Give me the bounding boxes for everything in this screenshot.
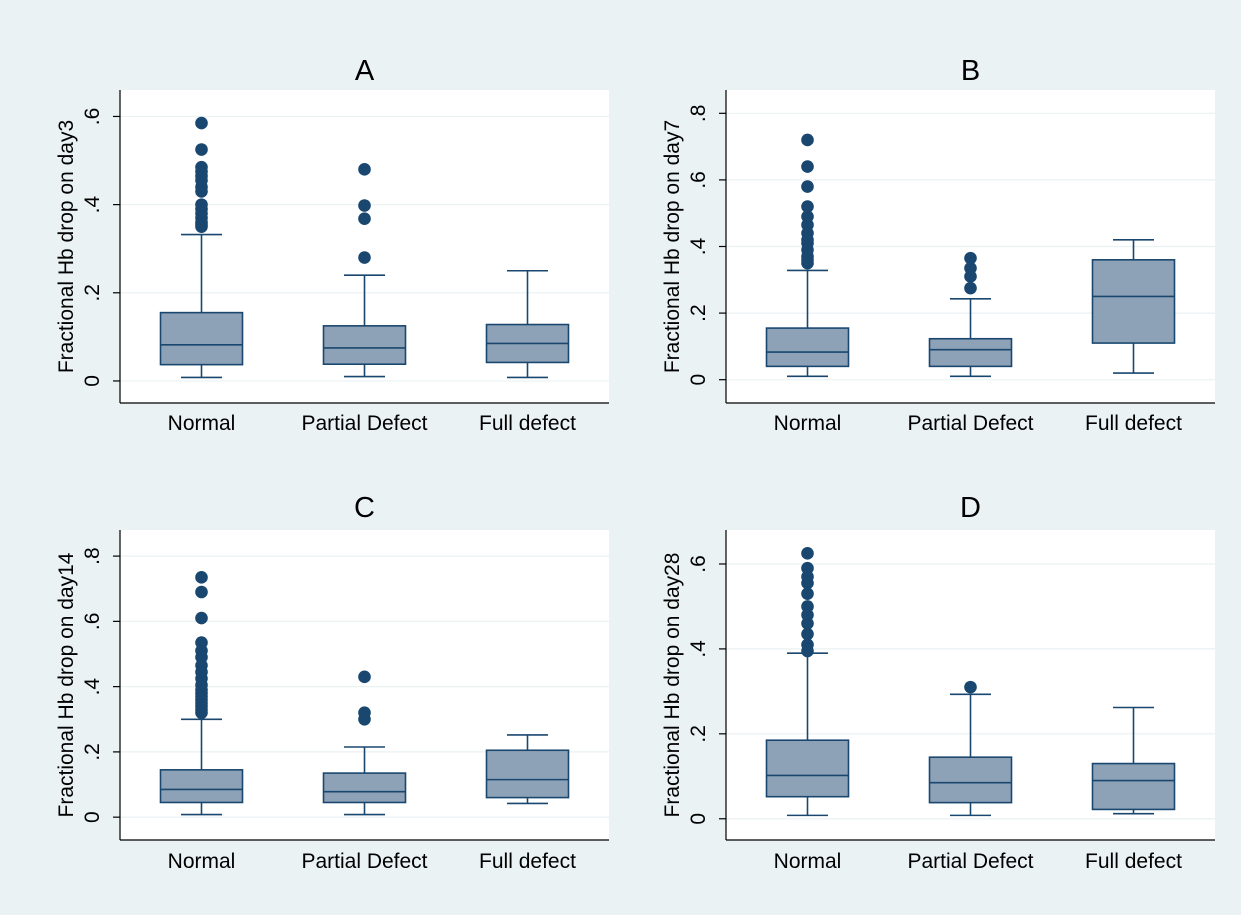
y-tick-label: .2 <box>687 725 710 743</box>
y-tick-label: .6 <box>81 108 104 126</box>
box-group-0 <box>765 547 850 817</box>
outlier-point <box>358 199 371 212</box>
box-group-0 <box>159 571 244 816</box>
box-iqr <box>1091 259 1176 344</box>
outlier-point <box>358 706 371 720</box>
box-iqr <box>1091 762 1176 811</box>
y-tick-label: .6 <box>687 555 710 573</box>
panel-title: A <box>355 55 375 87</box>
panel-title: C <box>354 492 375 524</box>
y-tick-label: .6 <box>81 613 104 631</box>
outlier-point <box>801 210 814 223</box>
box-group-1 <box>928 251 1013 378</box>
outlier-point <box>801 133 814 147</box>
category-label: Partial Defect <box>907 412 1033 435</box>
category-label: Normal <box>774 412 842 435</box>
y-tick-label: .2 <box>81 743 104 761</box>
outlier-point <box>801 600 814 613</box>
y-tick-label: 0 <box>687 813 710 825</box>
outlier-point <box>195 611 208 625</box>
box-group-1 <box>322 163 407 378</box>
panel-title: D <box>960 492 981 524</box>
outlier-point <box>964 251 977 265</box>
outlier-point <box>801 561 814 575</box>
box-group-2 <box>485 734 570 805</box>
y-axis-title: Fractional Hb drop on day3 <box>55 120 78 373</box>
y-tick-label: .8 <box>687 105 710 123</box>
category-label: Normal <box>774 850 842 873</box>
category-label: Full defect <box>1085 412 1182 435</box>
box-group-1 <box>322 670 407 816</box>
y-tick-label: .4 <box>81 196 104 214</box>
outlier-point <box>358 251 371 264</box>
outlier-point <box>358 163 371 176</box>
category-label: Normal <box>168 850 236 873</box>
outlier-point <box>801 638 814 651</box>
outlier-point <box>964 680 977 694</box>
y-axis-title: Fractional Hb drop on day14 <box>55 552 78 817</box>
box-iqr <box>159 311 244 366</box>
panel-a: 0 .2 .4 .6 A Fractional Hb drop on day3 Normal… <box>55 55 609 435</box>
y-tick-label: .2 <box>687 304 710 322</box>
chart-panels: 0 .2 .4 .6 A Fractional Hb drop on day3 Normal… <box>55 55 1215 873</box>
outlier-point <box>195 116 208 130</box>
box-group-0 <box>159 116 244 379</box>
panel-title: B <box>961 55 980 87</box>
category-label: Full defect <box>479 850 576 873</box>
outlier-point <box>801 547 814 560</box>
box-iqr <box>485 749 570 799</box>
panel-b: 0 .2 .4 .6 .8 B Fractional Hb drop on day7 Norm… <box>661 55 1215 435</box>
category-label: Full defect <box>1085 850 1182 873</box>
y-tick-label: 0 <box>687 374 710 386</box>
y-axis-title: Fractional Hb drop on day28 <box>661 553 684 818</box>
box-group-0 <box>765 133 850 378</box>
box-group-1 <box>928 680 1013 817</box>
outlier-point <box>801 160 814 173</box>
box-group-2 <box>1091 239 1176 374</box>
panel-c: 0 .2 .4 .6 .8 C Fractional Hb drop on day14 Nor… <box>55 492 609 873</box>
category-label: Partial Defect <box>301 412 427 435</box>
outlier-point <box>358 670 371 684</box>
category-label: Full defect <box>479 412 576 435</box>
outlier-point <box>195 198 208 211</box>
y-tick-label: 0 <box>81 375 104 387</box>
y-tick-label: .6 <box>687 171 710 189</box>
outlier-point <box>801 180 814 193</box>
outlier-point <box>358 212 371 226</box>
box-group-2 <box>485 269 570 379</box>
y-tick-label: .2 <box>81 284 104 302</box>
outlier-point <box>195 585 208 599</box>
y-tick-label: .4 <box>687 237 710 255</box>
outlier-point <box>195 143 208 156</box>
box-iqr <box>159 769 244 804</box>
outlier-point <box>964 281 977 295</box>
box-iqr <box>322 772 407 804</box>
panel-d: 0 .2 .4 .6 D Fractional Hb drop on day28 Norma… <box>661 492 1215 873</box>
outlier-point <box>801 587 814 600</box>
box-iqr <box>322 325 407 366</box>
outlier-point <box>195 571 208 584</box>
y-tick-label: .8 <box>81 547 104 565</box>
y-tick-label: 0 <box>81 811 104 823</box>
y-tick-label: .4 <box>687 640 710 658</box>
category-label: Normal <box>168 412 236 435</box>
category-label: Partial Defect <box>907 850 1033 873</box>
category-label: Partial Defect <box>301 850 427 873</box>
outlier-point <box>801 627 814 641</box>
y-tick-label: .4 <box>81 678 104 696</box>
outlier-point <box>195 636 208 649</box>
y-axis-title: Fractional Hb drop on day7 <box>661 120 684 373</box>
box-iqr <box>765 327 850 368</box>
box-iqr <box>765 739 850 798</box>
outlier-point <box>801 200 814 213</box>
outlier-point <box>195 160 208 174</box>
box-iqr <box>928 337 1013 368</box>
box-iqr <box>928 756 1013 804</box>
box-group-2 <box>1091 706 1176 815</box>
outlier-point <box>964 261 977 275</box>
